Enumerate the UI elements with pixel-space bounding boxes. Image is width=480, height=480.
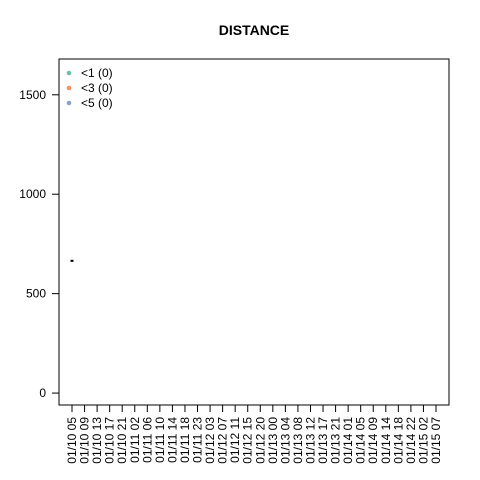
x-tick-label: 01/13 21 [329, 417, 343, 464]
x-tick-label: 01/12 03 [203, 417, 217, 464]
x-tick-label: 01/12 20 [253, 417, 267, 464]
x-tick-label: 01/14 18 [391, 417, 405, 464]
x-tick-label: 01/11 02 [128, 417, 142, 463]
x-tick-label: 01/13 08 [291, 417, 305, 464]
x-tick-label: 01/11 06 [140, 417, 154, 463]
x-tick-label: 01/15 07 [429, 417, 443, 464]
x-tick-label: 01/13 04 [278, 417, 292, 464]
legend-marker [66, 70, 72, 76]
legend-label: <3 (0) [81, 81, 113, 95]
x-tick-label: 01/10 21 [115, 417, 129, 464]
x-tick-label: 01/13 12 [303, 417, 317, 464]
x-tick-label: 01/12 11 [228, 417, 242, 463]
y-tick-label: 0 [39, 386, 46, 400]
x-tick-label: 01/12 15 [241, 417, 255, 464]
x-tick-label: 01/14 14 [379, 417, 393, 464]
legend-label: <5 (0) [81, 96, 113, 110]
x-tick-label: 01/14 22 [404, 417, 418, 464]
legend-marker [66, 100, 72, 106]
x-tick-label: 01/10 05 [65, 417, 79, 464]
legend-label: <1 (0) [81, 66, 113, 80]
x-tick-label: 01/11 18 [178, 417, 192, 463]
plot-frame [58, 58, 450, 406]
x-tick-label: 01/15 02 [416, 417, 430, 464]
x-tick-label: 01/11 14 [165, 417, 179, 463]
y-tick-label: 1000 [19, 187, 46, 201]
x-tick-label: 01/11 23 [191, 417, 205, 463]
y-axis: 0 500 1000 1500 [19, 88, 59, 400]
y-tick-label: 500 [26, 287, 46, 301]
x-tick-label: 01/14 05 [354, 417, 368, 464]
legend: <1 (0)<3 (0)<5 (0) [66, 66, 113, 110]
x-tick-label: 01/13 17 [316, 417, 330, 464]
x-tick-label: 01/13 00 [266, 417, 280, 464]
x-tick-label: 01/12 07 [216, 417, 230, 464]
x-tick-label: 01/10 17 [103, 417, 117, 464]
x-tick-label: 01/14 01 [341, 417, 355, 464]
x-tick-label: 01/10 13 [90, 417, 104, 464]
chart-title: DISTANCE [219, 22, 290, 38]
y-tick-label: 1500 [19, 88, 46, 102]
x-tick-label: 01/10 09 [78, 417, 92, 464]
x-tick-label: 01/14 09 [366, 417, 380, 464]
legend-marker [66, 85, 72, 91]
x-tick-label: 01/11 10 [153, 417, 167, 463]
